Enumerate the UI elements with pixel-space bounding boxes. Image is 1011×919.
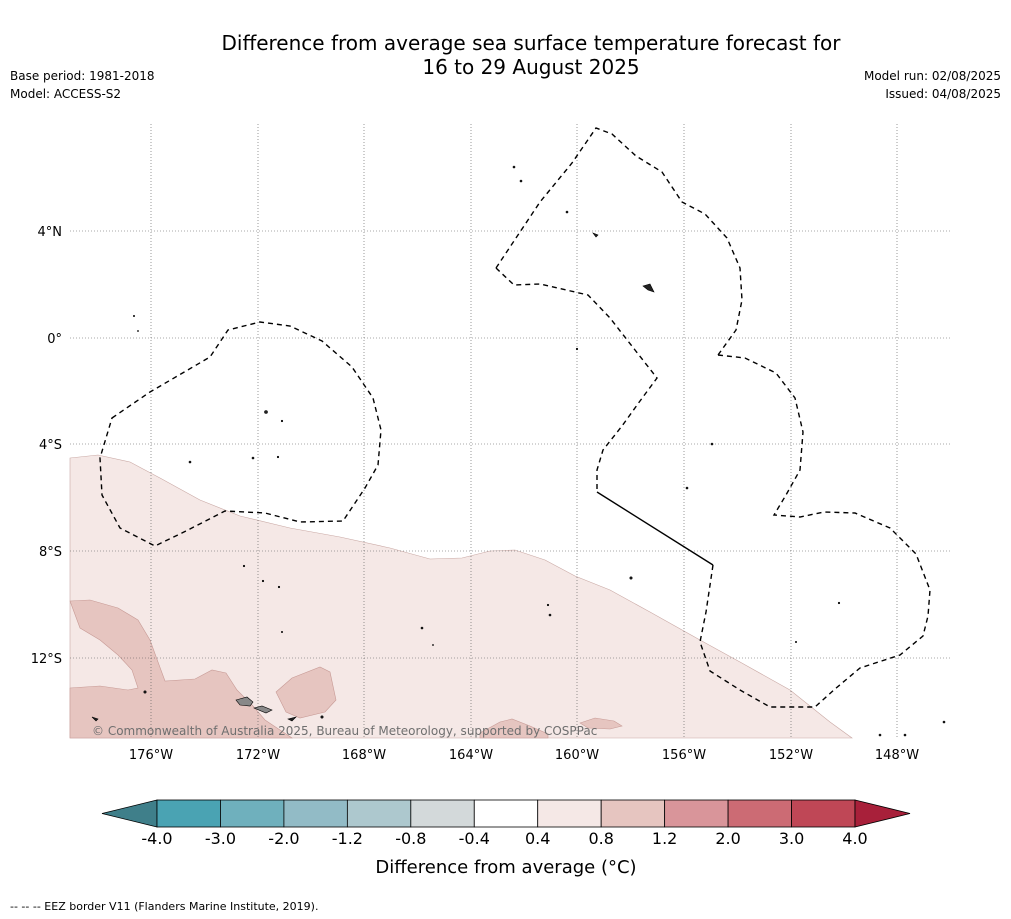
eez-kiribati-connector [495,267,658,492]
colorbar-segment [727,799,792,828]
lon-label-160w: 160°W [555,748,599,763]
lat-labels: 4°N 0° 4°S 8°S 12°S [31,225,62,667]
eez-kiribati-line-north [495,127,743,356]
colorbar-tick-label: -0.4 [459,829,490,848]
colorbar-ticks: -4.0 -3.0 -2.0 -1.2 -0.8 -0.4 0.4 0.8 1.2 2.0 3.0 4… [141,829,867,848]
meta-right: Model run: 02/08/2025 Issued: 04/08/2025 [864,67,1001,103]
meta-left: Base period: 1981-2018 Model: ACCESS-S2 [10,67,155,103]
colorbar-segment [664,799,729,828]
colorbar [101,799,911,828]
issued-date: Issued: 04/08/2025 [885,87,1001,101]
model-name: Model: ACCESS-S2 [10,87,122,101]
colorbar-extend-high [854,799,911,828]
colorbar-segment [220,799,285,828]
colorbar-segment [537,799,602,828]
colorbar-extend-low [101,799,158,828]
samoa-upolu [253,705,273,714]
footnote: -- -- -- EEZ border V11 (Flanders Marine… [10,900,319,913]
lat-label-4n: 4°N [38,225,63,240]
colorbar-segment [283,799,348,828]
copyright-notice: © Commonwealth of Australia 2025, Bureau… [92,724,597,738]
lon-label-152w: 152°W [769,748,813,763]
anomaly-pink-south-2 [579,717,623,730]
colorbar-tick-label: -4.0 [141,829,172,848]
map-area: © Commonwealth of Australia 2025, Bureau… [69,124,950,739]
colorbar-tick-label: -2.0 [268,829,299,848]
base-period: Base period: 1981-2018 [10,69,155,83]
colorbar-segment [156,799,221,828]
map-title: Difference from average sea surface temp… [221,31,841,79]
colorbar-segment [346,799,412,828]
colorbar-tick-label: -0.8 [395,829,426,848]
lon-label-176w: 176°W [129,748,173,763]
grid [70,124,950,738]
lon-label-156w: 156°W [662,748,706,763]
eez-borders [99,127,931,708]
eez-tokelau [99,321,382,547]
model-run: Model run: 02/08/2025 [863,69,1001,83]
colorbar-segment [791,799,856,828]
samoa-savaii [235,696,254,707]
colorbar-segment [600,799,666,828]
islands [91,165,946,737]
eez-solid-segment [596,491,714,566]
anomaly-pink-south-1 [479,718,549,739]
colorbar-tick-label: 0.4 [525,829,550,848]
colorbar-tick-label: 4.0 [842,829,867,848]
lon-label-168w: 168°W [342,748,386,763]
lon-labels: 176°W 172°W 168°W 164°W 160°W 156°W 152°… [129,748,919,763]
lon-label-164w: 164°W [449,748,493,763]
colorbar-tick-label: -1.2 [332,829,363,848]
lat-label-4s: 4°S [39,438,62,453]
colorbar-tick-label: 0.8 [588,829,613,848]
colorbar-tick-label: 1.2 [652,829,677,848]
anomaly-pink-west [69,599,293,739]
lon-label-172w: 172°W [236,748,280,763]
lon-label-148w: 148°W [875,748,919,763]
colorbar-segment [410,799,475,828]
lat-label-12s: 12°S [31,652,62,667]
colorbar-tick-label: 3.0 [779,829,804,848]
anomaly-light-pink [69,454,853,739]
colorbar-tick-label: -3.0 [205,829,236,848]
colorbar-tick-label: 2.0 [715,829,740,848]
lat-label-8s: 8°S [39,545,62,560]
colorbar-title: Difference from average (°C) [375,857,636,878]
anomaly-pink-mid [275,666,337,719]
lat-label-0: 0° [47,332,62,347]
colorbar-segment [473,799,539,828]
